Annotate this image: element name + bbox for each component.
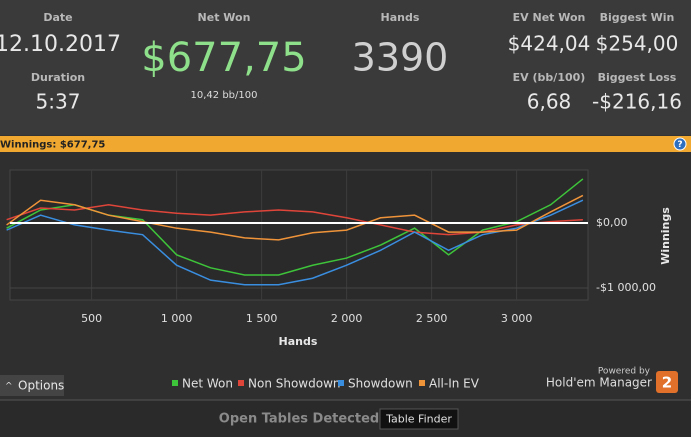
stat-sub: 10,42 bb/100 xyxy=(191,90,258,101)
legend-swatch xyxy=(419,380,425,386)
stat-label: EV (bb/100) xyxy=(513,71,586,84)
stat-value: -$216,16 xyxy=(592,90,682,114)
x-tick-label: 2 000 xyxy=(331,312,363,325)
table-finder-label[interactable]: Table Finder xyxy=(385,413,452,426)
stat-value: 12.10.2017 xyxy=(0,32,121,57)
options-arrow[interactable]: ^ xyxy=(5,382,13,392)
stat-value: $424,04 xyxy=(508,32,591,56)
stat-value: $677,75 xyxy=(141,35,306,81)
stat-value: 3390 xyxy=(352,36,449,80)
stat-label: Biggest Loss xyxy=(598,71,677,84)
stat-value: $254,00 xyxy=(596,32,679,56)
stat-label: EV Net Won xyxy=(513,11,586,24)
help-icon[interactable]: ? xyxy=(677,140,682,150)
stat-label: Date xyxy=(43,11,72,24)
legend-swatch xyxy=(338,380,344,386)
legend-label: Net Won xyxy=(182,377,233,391)
series-line xyxy=(6,199,584,286)
stat-label: Biggest Win xyxy=(600,11,675,24)
stats-panel xyxy=(0,0,691,135)
powered-by: Powered by xyxy=(598,367,651,377)
x-tick-label: 3 000 xyxy=(501,312,533,325)
brand-name: Hold'em Manager xyxy=(546,376,652,390)
x-tick-label: 1 000 xyxy=(161,312,193,325)
stat-label: Duration xyxy=(31,71,85,84)
legend-swatch xyxy=(172,380,178,386)
legend-swatch xyxy=(238,380,244,386)
y-axis-label: Winnings xyxy=(659,207,672,265)
options-label[interactable]: Options xyxy=(18,379,64,393)
legend-label: Showdown xyxy=(348,377,413,391)
x-tick-label: 2 500 xyxy=(416,312,448,325)
series-line xyxy=(6,204,583,236)
stat-value: 5:37 xyxy=(36,90,81,114)
y-tick-label: -$1 000,00 xyxy=(596,281,656,294)
chart-title: Winnings: $677,75 xyxy=(0,140,105,151)
x-tick-label: 1 500 xyxy=(246,312,278,325)
stat-value: 6,68 xyxy=(527,90,572,114)
status-text: Open Tables Detected xyxy=(219,412,379,427)
brand-logo xyxy=(656,371,678,393)
help-button[interactable] xyxy=(673,137,687,151)
title-bar xyxy=(0,136,691,152)
stat-label: Net Won xyxy=(198,11,251,24)
table-finder-button[interactable] xyxy=(379,408,459,430)
status-bar xyxy=(0,400,691,437)
x-axis-label: Hands xyxy=(279,335,318,348)
brand-version: 2 xyxy=(662,374,672,392)
x-tick-label: 500 xyxy=(81,312,102,325)
y-tick-label: $0,00 xyxy=(596,216,628,229)
options-button[interactable] xyxy=(0,375,64,396)
series-line xyxy=(6,194,584,241)
legend-label: Non Showdown xyxy=(248,377,341,391)
stat-label: Hands xyxy=(381,11,420,24)
legend-label: All-In EV xyxy=(429,377,480,391)
